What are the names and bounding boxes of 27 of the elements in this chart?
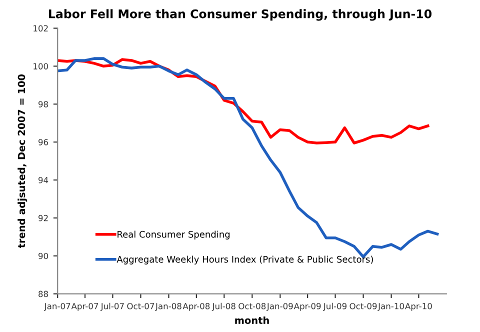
y-tick-label: 90 <box>38 252 48 260</box>
x-tick-label: Oct-08 <box>238 302 266 310</box>
y-tick-label: 98 <box>38 101 48 108</box>
x-tick-label: Oct-07 <box>127 302 154 310</box>
y-tick-label: 100 <box>34 63 48 70</box>
y-tick-label: 96 <box>38 139 48 146</box>
x-axis-title: month <box>235 316 269 324</box>
x-tick-label: Jan-07 <box>44 302 70 311</box>
x-tick-label: Oct-09 <box>350 302 377 310</box>
y-tick-label: 94 <box>38 176 48 184</box>
y-tick-label: 92 <box>38 214 48 222</box>
legend-label: Real Consumer Spending <box>118 230 230 240</box>
x-tick-label: Jul-07 <box>100 302 124 311</box>
x-tick-label: Apr-08 <box>182 302 210 311</box>
x-tick-label: Jan-09 <box>266 302 293 311</box>
y-tick-label: 102 <box>34 25 48 32</box>
x-tick-label: Apr-09 <box>294 302 321 311</box>
chart-title: Labor Fell More than Consumer Spending, through Jun-10 <box>49 9 432 21</box>
y-axis-title: trend adjsuted, Dec 2007 = 100 <box>18 74 28 248</box>
y-tick-label: 88 <box>38 290 48 298</box>
x-tick-label: Jan-08 <box>155 302 182 311</box>
x-tick-label: Jul-08 <box>212 302 236 311</box>
legend-label: Aggregate Weekly Hours Index (Private & Public Sectors) <box>116 256 373 264</box>
x-tick-label: Apr-07 <box>71 302 98 311</box>
x-tick-label: Apr-10 <box>405 302 432 311</box>
x-tick-label: Jul-09 <box>323 302 347 311</box>
x-tick-label: Jan-10 <box>378 302 404 311</box>
